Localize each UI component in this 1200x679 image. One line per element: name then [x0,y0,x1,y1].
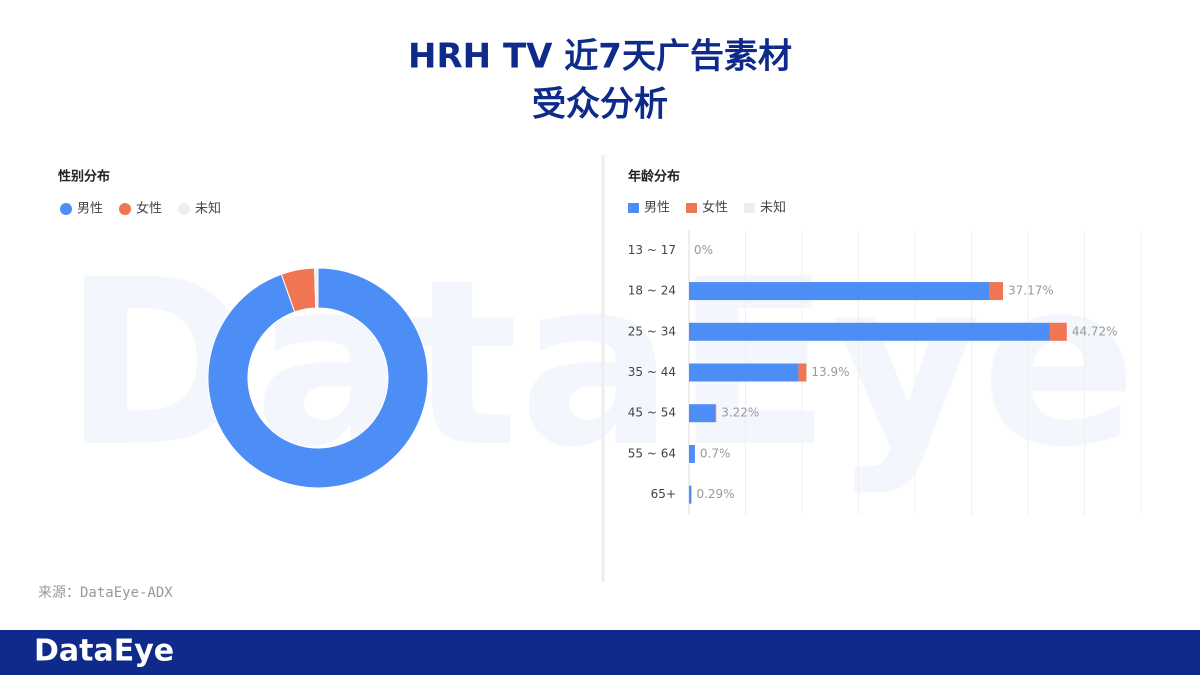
legend-label: 女性 [702,200,728,216]
legend-label: 女性 [136,201,162,217]
legend-label: 未知 [760,200,786,216]
bar-segment [689,404,716,423]
bar-segment [689,322,1050,341]
total-label: 44.72% [1072,324,1118,338]
legend-label: 男性 [77,202,103,217]
legend-marker [178,203,190,215]
bar-segment [689,282,990,301]
legend-marker [60,203,72,215]
total-label: 37.17% [1008,284,1054,298]
bar-segment [798,363,807,382]
bar-segment [989,282,1004,301]
bar-segment [1049,322,1067,341]
legend-label: 未知 [195,201,221,217]
y-tick-label: 55 ~ 64 [628,446,676,460]
legend-marker [628,203,639,213]
legend-marker [119,203,131,215]
y-tick-label: 45 ~ 54 [628,406,676,420]
footer-logo: DataEye [34,634,174,669]
title-line: 受众分析 [532,85,668,125]
y-tick-label: 13 ~ 17 [628,243,676,257]
bar-segment [715,404,717,423]
chart-title: 年龄分布 [628,169,680,185]
title-line: HRH TV 近7天广告素材 [408,37,792,77]
y-tick-label: 65+ [651,487,676,501]
y-tick-label: 18 ~ 24 [628,284,676,298]
y-tick-label: 35 ~ 44 [628,365,676,379]
pie-slice [207,267,429,489]
legend-marker [686,203,697,213]
total-label: 0.7% [700,446,731,460]
bar-segment [689,363,799,382]
pie-slice [314,267,319,309]
total-label: 0% [694,243,713,257]
chart-title: 性别分布 [58,169,110,185]
bar-segment [689,485,692,504]
source-note: 来源：DataEye-ADX [38,585,173,601]
total-label: 13.9% [811,365,849,379]
legend-label: 男性 [644,201,670,216]
footer-bar [0,630,1200,675]
total-label: 0.29% [696,487,734,501]
legend-marker [744,203,755,213]
y-tick-label: 25 ~ 34 [628,324,676,338]
total-label: 3.22% [721,406,759,420]
bar-segment [689,444,695,463]
